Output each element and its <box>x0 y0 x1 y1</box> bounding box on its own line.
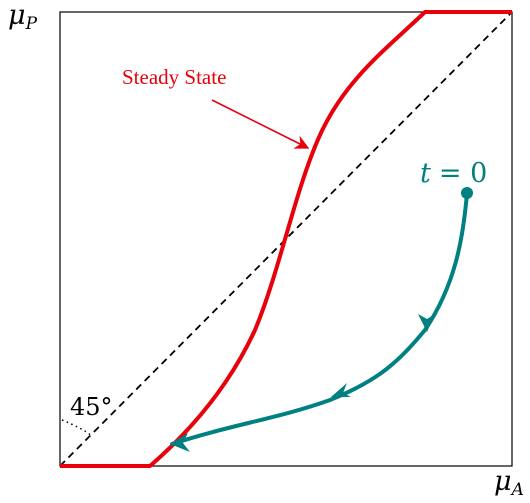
steady-state-pointer <box>211 99 310 149</box>
trajectory-arrowhead-1 <box>418 314 435 332</box>
steady-state-curve <box>60 10 512 468</box>
angle-label: 45° <box>70 393 113 421</box>
y-axis-label: μP <box>8 0 38 34</box>
trajectory-start-point <box>461 187 473 199</box>
45-degree-line <box>59 11 513 467</box>
x-axis-label: μA <box>494 466 524 500</box>
start-label: t = 0 <box>420 158 487 189</box>
trajectory-curve <box>170 191 469 446</box>
y-axis-subscript: P <box>25 14 38 34</box>
x-axis-subscript: A <box>510 480 524 500</box>
steady-state-label: Steady State <box>122 65 226 89</box>
trajectory-arrowhead-3 <box>170 433 190 452</box>
angle-arc <box>61 419 93 437</box>
plot-frame <box>59 11 513 467</box>
trajectory-arrowhead-2 <box>331 383 351 397</box>
